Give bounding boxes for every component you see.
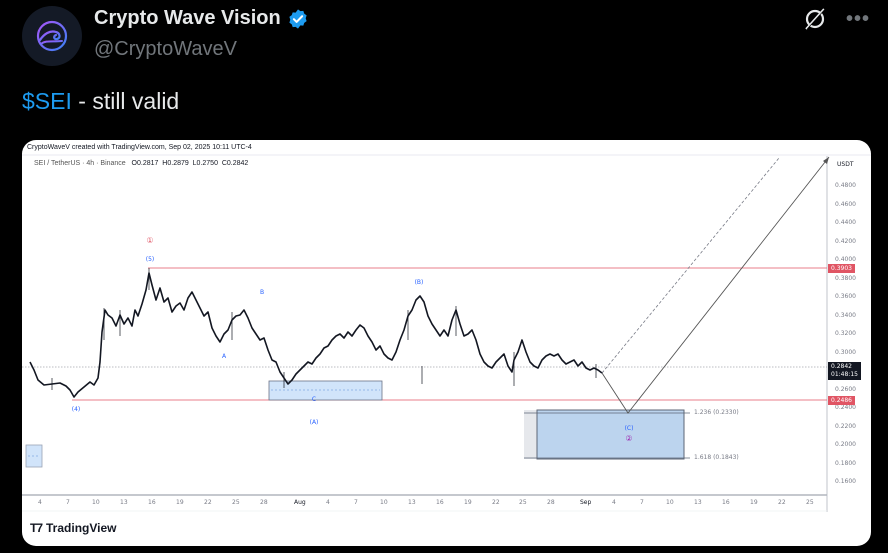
chart-symbol-line: SEI / TetherUS · 4h · Binance O0.2817 H0… — [34, 160, 248, 167]
date-tick: 25 — [806, 499, 814, 506]
price-tick: 0.4600 — [835, 201, 856, 208]
price-tick: 0.2200 — [835, 423, 856, 430]
date-tick: 19 — [464, 499, 472, 506]
price-tick: 0.2600 — [835, 386, 856, 393]
grok-icon[interactable] — [802, 6, 828, 32]
verified-badge-icon — [289, 8, 307, 29]
date-tick: 13 — [694, 499, 702, 506]
ohlc-close: C0.2842 — [221, 160, 249, 167]
date-tick: 13 — [120, 499, 128, 506]
date-tick: 7 — [640, 499, 644, 506]
wave-label-c: C — [311, 396, 317, 403]
wave-label-a: A — [221, 353, 227, 360]
price-tick: 0.3400 — [835, 312, 856, 319]
price-tick: 0.3800 — [835, 275, 856, 282]
cashtag-link[interactable]: $SEI — [22, 88, 72, 114]
price-tick: 0.3000 — [835, 349, 856, 356]
date-tick: 19 — [750, 499, 758, 506]
current-price: 0.2842 — [831, 363, 852, 370]
currency-label: USDT — [837, 161, 854, 168]
price-tick: 0.1800 — [835, 460, 856, 467]
wave-label-5: (5) — [145, 256, 155, 263]
date-tick: 4 — [326, 499, 330, 506]
tradingview-logo: T7 TradingView — [30, 521, 116, 535]
wave-label-B: (B) — [414, 279, 424, 286]
price-tick: 0.4800 — [835, 182, 856, 189]
price-tick: 0.1600 — [835, 478, 856, 485]
wave-label-4: (4) — [71, 406, 81, 413]
wave-label-C: (C) — [624, 425, 634, 432]
fib-1618-label: 1.618 (0.1843) — [694, 454, 739, 461]
ohlc-open: O0.2817 — [131, 160, 159, 167]
more-icon[interactable]: ••• — [845, 7, 870, 30]
tweet-body: - still valid — [71, 88, 180, 114]
avatar[interactable] — [22, 6, 82, 66]
date-tick: 16 — [148, 499, 156, 506]
date-tick: 25 — [519, 499, 527, 506]
date-tick: 7 — [354, 499, 358, 506]
wave-label-b: B — [259, 289, 265, 296]
wave-label-A: (A) — [309, 419, 319, 426]
author-handle[interactable]: @CryptoWaveV — [94, 38, 237, 60]
date-tick: 10 — [666, 499, 674, 506]
chart-image[interactable]: CryptoWaveV created with TradingView.com… — [22, 140, 871, 546]
price-tick: 0.4400 — [835, 219, 856, 226]
current-price-badge: 0.2842 01:48:15 — [828, 362, 861, 380]
price-tick: 0.2400 — [835, 404, 856, 411]
date-tick: 10 — [380, 499, 388, 506]
author-name-text: Crypto Wave Vision — [94, 7, 281, 29]
wave-logo-icon — [36, 20, 68, 52]
price-chart — [22, 154, 871, 512]
date-tick: 16 — [436, 499, 444, 506]
date-tick: 4 — [612, 499, 616, 506]
date-tick: 22 — [492, 499, 500, 506]
tradingview-brand-text: TradingView — [46, 521, 117, 535]
date-tick: 19 — [176, 499, 184, 506]
date-tick: 7 — [66, 499, 70, 506]
date-tick: 22 — [204, 499, 212, 506]
support-price-badge: 0.2486 — [828, 396, 855, 405]
ohlc-low: L0.2750 — [192, 160, 218, 167]
price-tick: 0.3200 — [835, 330, 856, 337]
date-tick: 13 — [408, 499, 416, 506]
tradingview-mark-icon: T7 — [30, 521, 43, 535]
resistance-price-badge: 0.3903 — [828, 264, 855, 273]
symbol-text: SEI / TetherUS · 4h · Binance — [34, 160, 126, 167]
chart-created-line: CryptoWaveV created with TradingView.com… — [27, 144, 252, 151]
ohlc-high: H0.2879 — [162, 160, 189, 167]
price-tick: 0.2000 — [835, 441, 856, 448]
tweet-text: $SEI - still valid — [22, 88, 179, 115]
price-tick: 0.3600 — [835, 293, 856, 300]
date-tick: 10 — [92, 499, 100, 506]
author-name[interactable]: Crypto Wave Vision — [94, 7, 309, 30]
date-tick: 25 — [232, 499, 240, 506]
date-tick: 28 — [547, 499, 555, 506]
price-tick: 0.4200 — [835, 238, 856, 245]
fib-1236-label: 1.236 (0.2330) — [694, 409, 739, 416]
date-tick: 28 — [260, 499, 268, 506]
wave-label-circle-2: ② — [625, 434, 633, 443]
price-tick: 0.4000 — [835, 256, 856, 263]
date-tick: 22 — [778, 499, 786, 506]
date-tick: 16 — [722, 499, 730, 506]
bar-countdown: 01:48:15 — [831, 371, 858, 378]
date-tick-month: Sep — [580, 499, 592, 506]
date-tick: 4 — [38, 499, 42, 506]
date-tick-month: Aug — [294, 499, 306, 506]
wave-label-circle-1: ① — [146, 236, 154, 245]
